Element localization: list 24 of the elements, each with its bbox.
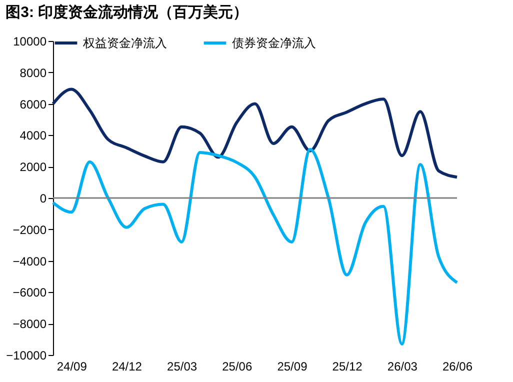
x-tick-label: 25/03 [167,360,198,374]
x-tick-label: 25/06 [222,360,252,374]
line-series [52,88,458,179]
legend-label: 权益资金净流入 [82,36,167,50]
x-tick-label: 26/06 [442,360,473,374]
y-tick-label: 0 [40,192,47,206]
y-tick-label: 4000 [20,128,47,143]
x-tick-label: 25/09 [277,360,308,374]
y-tick-label: −4000 [12,254,47,268]
chart-title: 图3: 印度资金流动情况（百万美元） [6,3,248,21]
y-tick-label: −6000 [12,286,47,300]
y-tick-label: 8000 [20,66,47,80]
legend-label: 债券资金净流入 [232,36,316,50]
x-tick-label: 25/12 [332,360,363,374]
line-series [52,148,458,346]
x-tick-label: 24/09 [56,360,88,374]
y-tick-label: −8000 [12,317,47,332]
x-tick-label: 24/12 [112,360,142,374]
y-tick-label: −2000 [12,222,47,237]
y-tick-label: 2000 [20,160,47,174]
y-tick-label: 6000 [20,97,47,112]
x-tick-label: 26/03 [387,360,418,374]
y-tick-label: 10000 [13,34,47,48]
y-tick-label: −10000 [6,348,47,362]
